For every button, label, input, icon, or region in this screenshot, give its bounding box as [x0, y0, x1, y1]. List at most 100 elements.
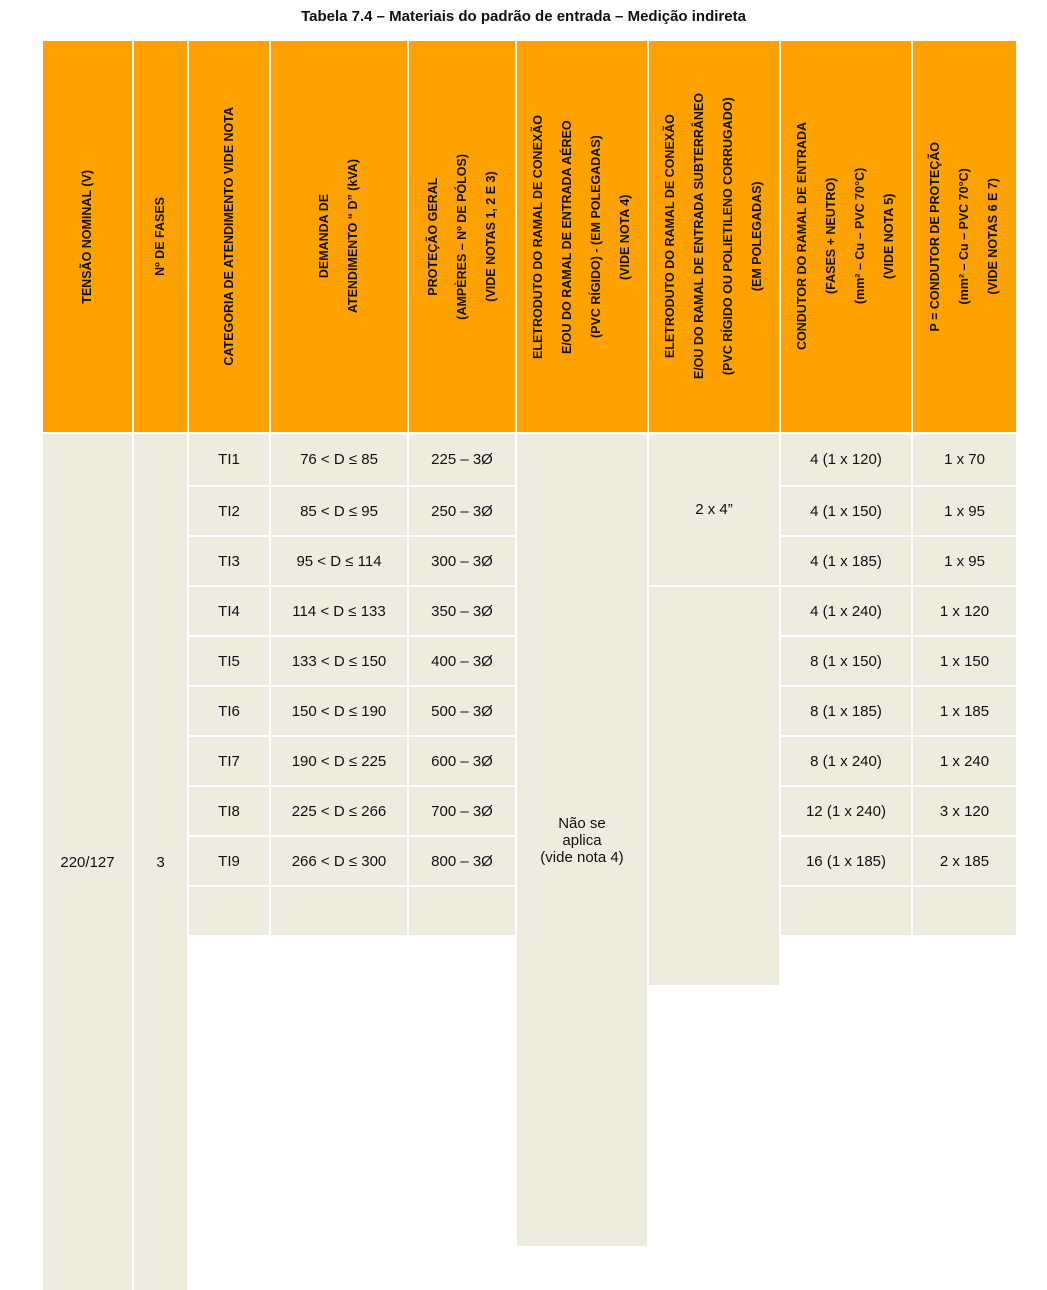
cell-text: 400 – 3Ø: [431, 652, 493, 670]
body-cell: TI4: [189, 587, 269, 635]
body-cell: TI1: [189, 434, 269, 485]
cell-text: 8 (1 x 185): [810, 702, 882, 720]
cell-text: CONDUTOR DO RAMAL DE ENTRADA (FASES + NEU…: [788, 122, 904, 350]
header-cell: P = CONDUTOR DE PROTEÇÃO (mm² – Cu – PVC …: [913, 41, 1016, 432]
cell-text: PROTEÇÃO GERAL (AMPÈRES – Nº DE PÓLOS) (VI…: [419, 154, 506, 320]
text-line: aplica: [562, 831, 602, 849]
body-cell: 800 – 3Ø: [409, 837, 515, 885]
body-cell: 95 < D ≤ 114: [271, 537, 407, 585]
body-cell: TI9: [189, 837, 269, 885]
body-cell: TI3: [189, 537, 269, 585]
cell-text: 3 x 120: [939, 802, 990, 820]
header-cell: ELETRODUTO DO RAMAL DE CONEXÃO E/OU DO RA…: [517, 41, 647, 432]
cell-text: TENSÃO NOMINAL (V): [73, 170, 102, 304]
text-line: (VIDE NOTAS 1, 2 E 3): [483, 171, 498, 302]
body-cell: 16 (1 x 185): [781, 837, 911, 885]
text-line: (PVC RÍGIDO OU POLIETILENO CORRUGADO): [721, 97, 735, 376]
header-cell: CONDUTOR DO RAMAL DE ENTRADA (FASES + NEU…: [781, 41, 911, 432]
cell-text: 800 – 3Ø: [431, 852, 493, 870]
cell-text: 4 (1 x 185): [810, 552, 882, 570]
page: Tabela 7.4 – Materiais do padrão de entr…: [43, 8, 1016, 1290]
cell-text: Não se aplica (vide nota 4): [540, 815, 623, 866]
cell-text: TI3: [218, 552, 240, 570]
text-line: (VIDE NOTA 4): [618, 193, 632, 280]
voltage-cell: 220/127: [43, 434, 132, 1290]
body-cell: TI8: [189, 787, 269, 835]
text-line: DEMANDA DE: [317, 194, 331, 279]
body-cell: 76 < D ≤ 85: [271, 434, 407, 485]
text-line: (FASES + NEUTRO): [824, 178, 838, 295]
body-cell: 1 x 150: [913, 637, 1016, 685]
text-line: (VIDE NOTA 5): [882, 193, 896, 280]
body-cell: 1 x 95: [913, 487, 1016, 535]
cell-text: 350 – 3Ø: [431, 602, 493, 620]
cell-text: 114 < D ≤ 133: [292, 602, 386, 620]
cell-text: TI4: [218, 602, 240, 620]
cell-text: 8 (1 x 240): [810, 752, 882, 770]
cell-text: TI5: [218, 652, 240, 670]
header-cell: Nº DE FASES: [134, 41, 187, 432]
cell-text: 225 < D ≤ 266: [291, 802, 387, 820]
text-line: PROTEÇÃO GERAL: [425, 177, 440, 296]
body-cell: 4 (1 x 120): [781, 434, 911, 485]
cell-text: 1 x 185: [939, 702, 990, 720]
body-cell: [271, 887, 407, 935]
body-cell: 4 (1 x 240): [781, 587, 911, 635]
body-cell: [409, 887, 515, 935]
text-line: Nº DE FASES: [153, 197, 167, 276]
body-cell: TI2: [189, 487, 269, 535]
cell-text: 4 (1 x 150): [810, 502, 882, 520]
cell-text: TI2: [218, 502, 240, 520]
cell-text: 2 x 185: [939, 852, 990, 870]
cell-text: ELETRODUTO DO RAMAL DE CONEXÃO E/OU DO RA…: [524, 115, 640, 359]
body-cell: 225 – 3Ø: [409, 434, 515, 485]
cell-text: 1 x 95: [944, 502, 985, 520]
phases-cell: 3: [134, 434, 187, 1290]
body-cell: 700 – 3Ø: [409, 787, 515, 835]
cell-text: TI7: [218, 752, 240, 770]
body-cell: 1 x 70: [913, 434, 1016, 485]
body-cell: 1 x 120: [913, 587, 1016, 635]
body-cell: 350 – 3Ø: [409, 587, 515, 635]
cell-text: 700 – 3Ø: [431, 802, 493, 820]
cell-text: 12 (1 x 240): [805, 802, 887, 820]
cell-text: P = CONDUTOR DE PROTEÇÃO (mm² – Cu – PVC …: [921, 142, 1008, 332]
cell-text: TI6: [218, 702, 240, 720]
body-cell: TI5: [189, 637, 269, 685]
text-line: (PVC RÍGIDO) - (EM POLEGADAS): [589, 135, 603, 338]
cell-text: 250 – 3Ø: [431, 502, 493, 520]
cell-text: CATEGORIA DE ATENDIMENTO VIDE NOTA: [215, 107, 244, 366]
text-line: ELETRODUTO DO RAMAL DE CONEXÃO: [531, 114, 545, 359]
text-line: (mm² – Cu – PVC 70°C): [957, 168, 971, 305]
body-cell: 300 – 3Ø: [409, 537, 515, 585]
text-line: (EM POLEGADAS): [750, 181, 764, 292]
cell-text: 225 – 3Ø: [431, 451, 493, 468]
text-line: E/OU DO RAMAL DE ENTRADA SUBTERRÂNEO: [692, 93, 706, 380]
text-line: CONDUTOR DO RAMAL DE ENTRADA: [795, 122, 809, 351]
cell-text: 300 – 3Ø: [431, 552, 493, 570]
cell-text: 1 x 150: [939, 652, 990, 670]
body-cell: 8 (1 x 150): [781, 637, 911, 685]
body-cell: 1 x 185: [913, 687, 1016, 735]
body-cell: 266 < D ≤ 300: [271, 837, 407, 885]
body-cell: 12 (1 x 240): [781, 787, 911, 835]
body-cell: 225 < D ≤ 266: [271, 787, 407, 835]
header-cell: DEMANDA DE ATENDIMENTO “ D” (kVA): [271, 41, 407, 432]
cell-text: TI9: [218, 852, 240, 870]
body-cell: 150 < D ≤ 190: [271, 687, 407, 735]
body-cell: [189, 887, 269, 935]
body-cell: 133 < D ≤ 150: [271, 637, 407, 685]
cell-text: 190 < D ≤ 225: [291, 752, 387, 770]
body-cell: 2 x 185: [913, 837, 1016, 885]
cell-text: 500 – 3Ø: [431, 702, 493, 720]
text-line: (mm² – Cu – PVC 70°C): [853, 168, 867, 305]
cell-text: Nº DE FASES: [146, 197, 175, 276]
body-cell: [913, 887, 1016, 935]
header-cell: ELETRODUTO DO RAMAL DE CONEXÃO E/OU DO RA…: [649, 41, 779, 432]
body-cell: 1 x 240: [913, 737, 1016, 785]
cell-text: 150 < D ≤ 190: [291, 702, 387, 720]
cell-text: 1 x 120: [939, 602, 990, 620]
cell-text: 85 < D ≤ 95: [300, 502, 378, 520]
text-line: E/OU DO RAMAL DE ENTRADA AÉREO: [560, 119, 574, 354]
cell-text: 220/127: [60, 853, 115, 871]
